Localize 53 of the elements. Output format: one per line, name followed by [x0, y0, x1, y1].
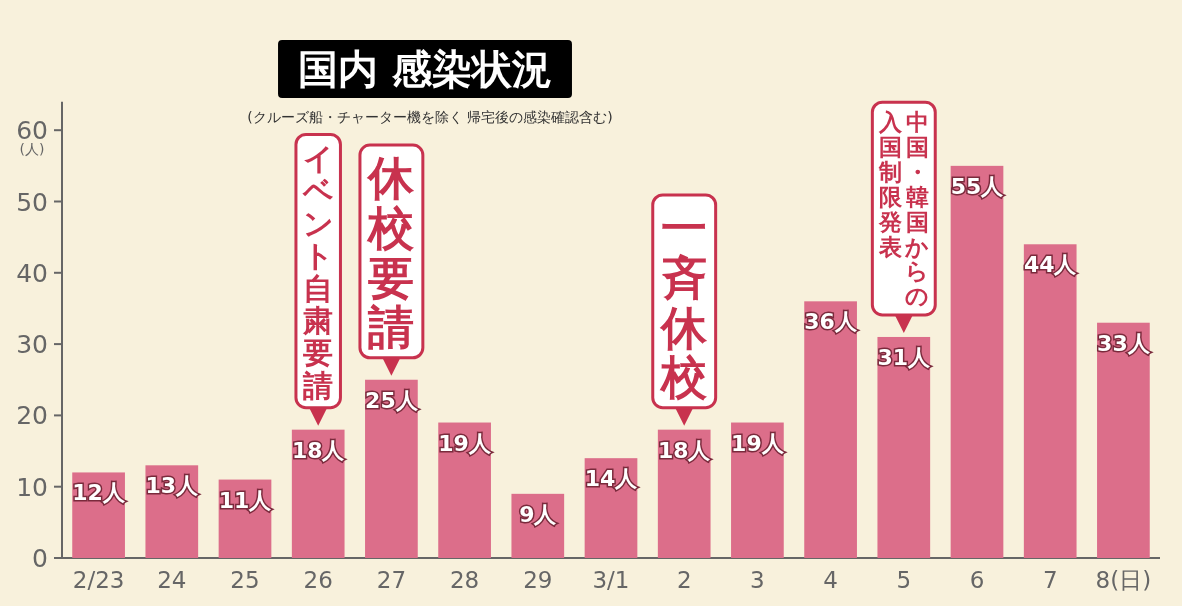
y-tick-label: 20	[16, 401, 48, 431]
bar	[950, 165, 1004, 558]
data-label: 14人	[584, 466, 639, 492]
data-label: 18人	[657, 437, 712, 463]
data-label: 33人	[1097, 330, 1151, 356]
x-tick-label: 28	[449, 567, 480, 593]
data-label: 31人	[877, 344, 932, 370]
data-label: 11人	[218, 487, 273, 513]
text: (クルーズ船・チャーター機を除く 帰宅後の感染確認含む)	[247, 109, 613, 125]
bar	[365, 379, 418, 558]
x-tick-label: 3/1	[592, 567, 630, 593]
x-tick-label: 25	[230, 567, 260, 593]
x-tick-label: 6	[969, 567, 985, 593]
data-label: 13人	[145, 473, 200, 499]
callout: 休校要請	[358, 143, 425, 376]
y-tick-label: 0	[32, 544, 48, 573]
x-tick-label: 5	[896, 567, 912, 593]
data-label: 12人	[72, 480, 126, 506]
data-label: 18人	[291, 437, 346, 463]
data-label: 44人	[1023, 252, 1078, 278]
callout: 中国・韓国からの 入国制限発表	[870, 100, 937, 333]
data-label: 19人	[438, 430, 492, 456]
y-tick-label: 50	[16, 187, 48, 217]
data-label: 25人	[365, 387, 419, 413]
x-tick-label: 24	[157, 567, 187, 593]
annotation: 休校要請	[366, 151, 416, 355]
y-tick-label: 10	[16, 472, 48, 502]
bar	[804, 301, 857, 558]
chart-title: 国内 感染状況	[298, 46, 552, 92]
bar	[1023, 244, 1077, 558]
x-tick-label: 2	[676, 567, 692, 593]
x-tick-label: 26	[303, 567, 333, 593]
annotation: 一斉休校	[659, 201, 709, 405]
data-label: 9人	[519, 501, 558, 527]
x-tick-label: 4	[823, 567, 838, 593]
x-tick-label: 7	[1042, 567, 1058, 593]
x-tick-label: 8(日)	[1095, 567, 1152, 593]
x-tick-label: 2/23	[72, 567, 125, 593]
annotation: イベント自粛要請	[301, 141, 334, 403]
callout: 一斉休校	[651, 193, 718, 426]
bar	[1097, 322, 1150, 558]
bar	[877, 336, 931, 558]
callout: イベント自粛要請	[294, 132, 342, 426]
y-tick-label: 40	[16, 258, 48, 288]
data-label: 36人	[804, 309, 858, 335]
x-tick-label: 29	[523, 567, 553, 593]
data-label: 55人	[950, 173, 1005, 199]
x-tick-label: 3	[750, 567, 765, 593]
annotation: 入国制限発表	[878, 109, 904, 260]
data-label: 19人	[731, 430, 785, 456]
annotation: 中国・韓国からの	[904, 109, 930, 310]
x-tick-label: 27	[376, 567, 407, 593]
y-tick-label: 30	[16, 330, 48, 360]
